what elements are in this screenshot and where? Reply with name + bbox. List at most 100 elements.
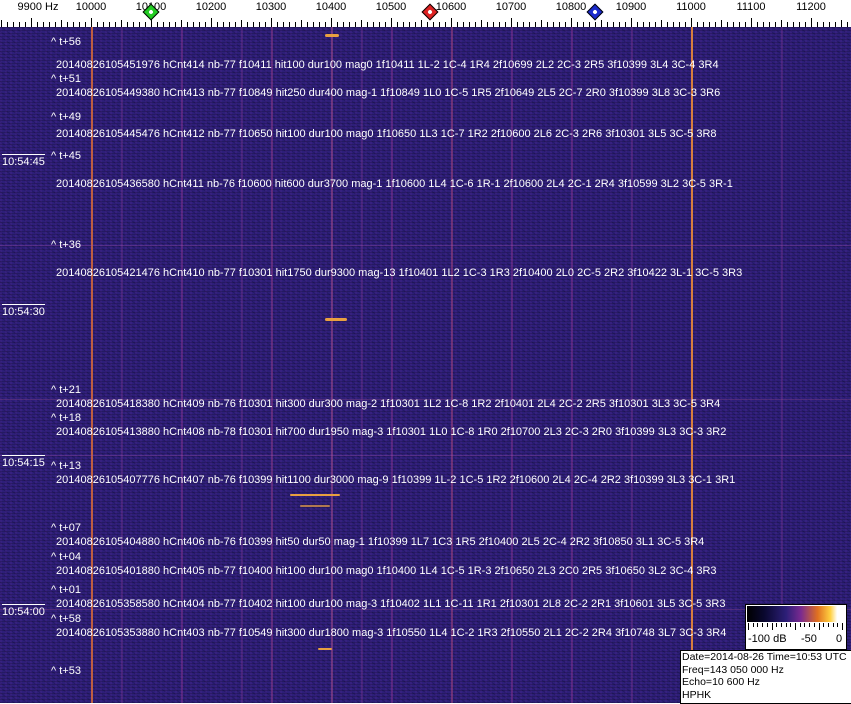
axis-tick — [151, 18, 152, 27]
axis-tick — [535, 22, 536, 27]
blue-marker-icon[interactable] — [586, 3, 604, 21]
date-time-text: Date=2014-08-26 Time=10:53 UTC — [682, 651, 847, 663]
colorbar-tick — [832, 623, 834, 627]
axis-tick — [415, 22, 416, 27]
colorbar-tick — [748, 623, 749, 630]
carrier-line — [331, 27, 333, 703]
colorbar-tick — [752, 623, 754, 627]
axis-tick — [133, 22, 134, 27]
axis-tick — [343, 22, 344, 27]
axis-tick — [403, 22, 404, 27]
axis-tick — [313, 22, 314, 27]
detection-line: 20140826105436580 hCnt411 nb-76 f10600 h… — [56, 178, 733, 190]
axis-tick — [601, 20, 602, 27]
axis-tick — [205, 22, 206, 27]
time-offset: ^ t+45 — [51, 150, 81, 162]
colorbar-tick — [809, 623, 811, 627]
axis-tick — [589, 22, 590, 27]
axis-tick — [331, 18, 332, 27]
axis-tick — [91, 18, 92, 27]
time-offset: ^ t+58 — [51, 613, 81, 625]
carrier-line — [781, 27, 783, 703]
axis-tick-label: 10600 — [435, 1, 467, 13]
colorbar-tick — [818, 623, 820, 630]
axis-tick — [187, 22, 188, 27]
carrier-line — [271, 27, 273, 703]
axis-tick — [283, 22, 284, 27]
axis-tick — [385, 22, 386, 27]
axis-tick — [793, 22, 794, 27]
echo-blip — [318, 648, 332, 650]
colorbar-tick — [842, 623, 843, 630]
axis-tick — [289, 22, 290, 27]
axis-tick — [679, 22, 680, 27]
axis-tick — [691, 18, 692, 27]
colorbar-tick — [785, 623, 787, 627]
carrier-line — [91, 27, 93, 703]
axis-tick — [817, 22, 818, 27]
axis-tick — [625, 22, 626, 27]
axis-tick — [67, 22, 68, 27]
axis-tick — [37, 22, 38, 27]
axis-tick — [829, 22, 830, 27]
axis-tick — [643, 22, 644, 27]
echo-text: Echo=10 600 Hz — [682, 676, 760, 688]
carrier-line — [391, 27, 393, 703]
echo-blip — [325, 318, 347, 321]
axis-tick-label: 11200 — [796, 1, 826, 13]
axis-tick — [379, 22, 380, 27]
detection-line: 20140826105421476 hCnt410 nb-77 f10301 h… — [56, 267, 743, 279]
frequency-axis: 9900 Hz 10000101001020010300104001050010… — [0, 0, 851, 27]
time-offset: ^ t+01 — [51, 584, 81, 596]
carrier-line — [451, 27, 453, 703]
colorbar-tick — [827, 623, 829, 627]
echo-blip — [325, 34, 339, 37]
axis-tick — [739, 22, 740, 27]
colorbar-label-max: 0 — [836, 633, 843, 645]
echo-blip — [300, 505, 330, 507]
axis-tick — [721, 20, 722, 27]
axis-tick — [517, 22, 518, 27]
axis-tick — [529, 22, 530, 27]
axis-tick — [499, 22, 500, 27]
colorbar-legend: -100 dB -50 0 — [745, 604, 847, 650]
colorbar-tick — [757, 623, 759, 627]
axis-tick — [115, 22, 116, 27]
axis-tick — [139, 22, 140, 27]
axis-tick — [481, 20, 482, 27]
axis-tick — [697, 22, 698, 27]
axis-tick — [715, 22, 716, 27]
axis-tick-label: 10900 — [615, 1, 647, 13]
axis-tick — [277, 22, 278, 27]
axis-tick — [181, 20, 182, 27]
axis-tick — [7, 22, 8, 27]
axis-tick — [607, 22, 608, 27]
axis-tick — [259, 22, 260, 27]
detection-line: 20140826105449380 hCnt413 nb-77 f10849 h… — [56, 87, 721, 99]
detection-line: 20140826105401880 hCnt405 nb-77 f10400 h… — [56, 565, 717, 577]
axis-tick — [163, 22, 164, 27]
axis-tick-label: 10500 — [375, 1, 407, 13]
axis-tick — [571, 18, 572, 27]
axis-tick — [757, 22, 758, 27]
axis-tick — [709, 22, 710, 27]
waterfall-spectrogram: 10:54:45 10:54:30 10:54:15 10:54:00 ^ t+… — [0, 27, 851, 703]
axis-tick — [85, 22, 86, 27]
axis-tick — [247, 22, 248, 27]
axis-tick — [769, 22, 770, 27]
carrier-line — [511, 27, 513, 703]
axis-tick — [805, 22, 806, 27]
axis-tick — [583, 22, 584, 27]
time-label: 10:54:45 — [2, 154, 45, 168]
axis-tick-label: 10800 — [555, 1, 587, 13]
time-offset: ^ t+07 — [51, 522, 81, 534]
axis-unit-label: 9900 Hz — [17, 1, 59, 13]
colorbar-label-mid: -50 — [801, 633, 817, 645]
axis-tick — [667, 22, 668, 27]
axis-tick — [445, 22, 446, 27]
axis-tick — [649, 22, 650, 27]
axis-tick — [457, 22, 458, 27]
axis-tick — [193, 22, 194, 27]
axis-tick — [127, 22, 128, 27]
axis-tick — [565, 22, 566, 27]
